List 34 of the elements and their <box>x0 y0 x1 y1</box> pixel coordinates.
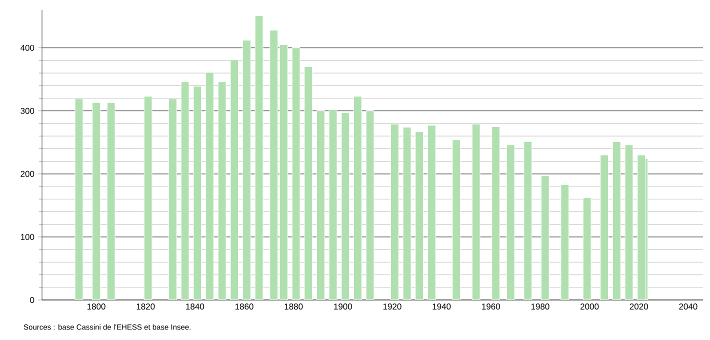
y-tick-label: 100 <box>20 234 34 240</box>
bar <box>560 184 570 300</box>
bar <box>230 60 239 300</box>
bar <box>390 124 399 300</box>
x-tick-label: 1800 <box>87 304 106 310</box>
bar <box>366 110 374 300</box>
y-tick-label: 400 <box>20 44 34 51</box>
bar <box>304 66 313 300</box>
x-tick-label: 2040 <box>679 304 698 310</box>
x-tick-label: 1860 <box>235 304 254 310</box>
bar <box>472 124 480 300</box>
x-tick-label: 1920 <box>383 304 402 310</box>
bar <box>193 86 202 300</box>
bar <box>180 82 190 300</box>
x-tick-label: 2000 <box>580 304 599 310</box>
bar <box>316 110 325 300</box>
x-tick-label: 1960 <box>482 304 500 310</box>
x-tick-label: 1940 <box>432 304 451 310</box>
y-tick-label: 0 <box>30 296 34 303</box>
bar <box>106 102 116 300</box>
bar <box>218 82 226 300</box>
y-tick-label: 200 <box>20 170 34 177</box>
y-tick-label: 300 <box>20 108 34 114</box>
x-tick-label: 1900 <box>334 304 352 310</box>
bar <box>74 98 84 300</box>
bar <box>624 144 634 300</box>
x-tick-label: 1820 <box>136 304 155 310</box>
x-tick-label: 1980 <box>531 304 550 310</box>
x-tick-label: 1840 <box>186 304 204 310</box>
bar <box>402 127 412 300</box>
x-tick-label: 2020 <box>630 304 648 310</box>
bar <box>506 144 515 300</box>
bar <box>452 140 461 300</box>
x-tick-label: 1880 <box>284 304 303 310</box>
